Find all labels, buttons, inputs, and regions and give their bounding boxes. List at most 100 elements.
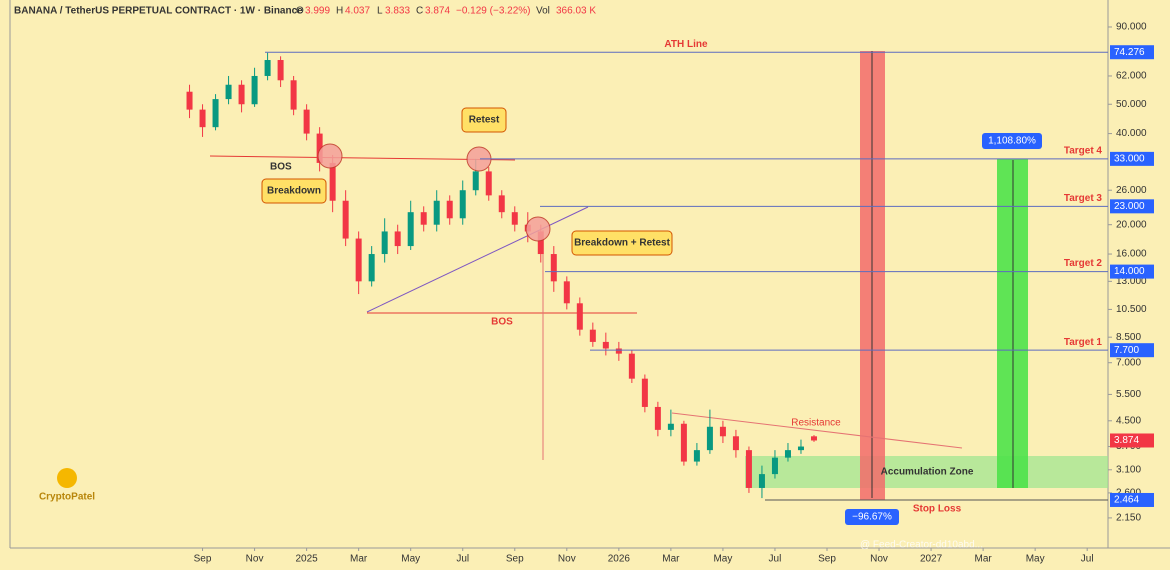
breakdown-label: Breakdown <box>267 186 321 197</box>
candle-body <box>758 474 765 488</box>
h-value: 4.037 <box>345 6 370 17</box>
x-tick-label: Sep <box>506 554 524 565</box>
candle-body <box>602 341 609 349</box>
level-name: Target 1 <box>1064 337 1103 348</box>
vol-value: 366.03 K <box>556 6 596 17</box>
candle-body <box>680 423 687 462</box>
x-tick-label: Mar <box>974 554 992 565</box>
level-value: 23.000 <box>1114 201 1145 212</box>
logo-icon <box>57 468 77 488</box>
bos-label: BOS <box>491 317 513 328</box>
last-price: 3.874 <box>1114 435 1139 446</box>
y-tick-label: 20.000 <box>1116 219 1147 230</box>
y-tick-label: 4.500 <box>1116 415 1141 426</box>
candle-body <box>303 109 310 134</box>
candle-body <box>745 450 752 488</box>
candle-body <box>693 450 700 462</box>
candle-body <box>654 406 661 430</box>
level-name: Target 4 <box>1064 146 1103 157</box>
candle-body <box>329 162 336 201</box>
breakdown-retest-label: Breakdown + Retest <box>574 238 671 249</box>
bos-label: BOS <box>270 162 292 173</box>
candle-body <box>810 436 817 441</box>
x-tick-label: Jul <box>1081 554 1094 565</box>
level-box <box>1110 492 1154 507</box>
zone-label: Accumulation Zone <box>881 467 974 478</box>
candle-body <box>641 378 648 407</box>
x-tick-label: Mar <box>662 554 680 565</box>
y-tick-label: 3.100 <box>1116 464 1141 475</box>
x-tick-label: 2026 <box>608 554 631 565</box>
candle-body <box>355 238 362 282</box>
level-name: Target 2 <box>1064 258 1103 269</box>
candle-body <box>706 426 713 451</box>
logo: CryptoPatel <box>39 492 95 503</box>
y-tick-label: 13.000 <box>1116 276 1147 287</box>
gain-box <box>982 133 1042 149</box>
y-tick-label: 10.500 <box>1116 304 1147 315</box>
candle-body <box>667 423 674 430</box>
level-box <box>1110 343 1154 358</box>
change: −0.129 (−3.22%) <box>456 6 531 17</box>
header: BANANA / TetherUS PERPETUAL CONTRACT · 1… <box>14 6 596 17</box>
candle-body <box>615 348 622 354</box>
candle-body <box>264 60 271 76</box>
level-box <box>1110 151 1154 166</box>
y-tick-label: 7.000 <box>1116 357 1141 368</box>
vol-label: Vol <box>536 6 550 17</box>
candle-body <box>563 281 570 304</box>
symbol: BANANA / TetherUS PERPETUAL CONTRACT · 1… <box>14 6 303 17</box>
candle-body <box>199 109 206 128</box>
resistance-line <box>671 412 963 449</box>
x-tick-label: Nov <box>870 554 888 565</box>
candle-body <box>251 75 258 105</box>
y-tick-label: 26.000 <box>1116 185 1147 196</box>
x-tick-label: Nov <box>246 554 264 565</box>
candle-body <box>628 353 635 379</box>
candle-body <box>446 200 453 219</box>
x-tick-label: Mar <box>350 554 368 565</box>
x-tick-label: May <box>1026 554 1045 565</box>
c-label: C <box>416 6 423 17</box>
candle-body <box>576 303 583 330</box>
y-tick-label: 50.000 <box>1116 99 1147 110</box>
x-tick-label: Sep <box>818 554 836 565</box>
candle-body <box>407 212 414 247</box>
candle-body <box>368 254 375 282</box>
x-tick-label: May <box>401 554 420 565</box>
callout <box>261 178 327 204</box>
level-value: 7.700 <box>1114 345 1139 356</box>
y-tick-label: 90.000 <box>1116 22 1147 33</box>
level-box <box>1110 45 1154 60</box>
candle-body <box>485 171 492 196</box>
candle-body <box>472 171 479 191</box>
candle-body <box>394 231 401 247</box>
y-tick-label: 5.500 <box>1116 389 1141 400</box>
y-tick-label: 8.500 <box>1116 332 1141 343</box>
resistance-label: Resistance <box>791 418 841 429</box>
candle-body <box>225 84 232 100</box>
level-value: 33.000 <box>1114 154 1145 165</box>
bos-line <box>209 155 516 161</box>
level-name: ATH Line <box>664 39 708 50</box>
l-value: 3.833 <box>385 6 410 17</box>
level-name: Target 3 <box>1064 193 1103 204</box>
level-value: 14.000 <box>1114 266 1145 277</box>
c-value: 3.874 <box>425 6 450 17</box>
x-tick-label: 2025 <box>295 554 318 565</box>
h-label: H <box>336 6 343 17</box>
l-label: L <box>377 6 383 17</box>
candle-body <box>316 133 323 163</box>
x-tick-label: Sep <box>194 554 212 565</box>
candles <box>186 52 817 499</box>
accumulation-zone <box>745 456 1108 488</box>
gain-label: 1,108.80% <box>988 136 1036 147</box>
candle-body <box>290 80 297 110</box>
candle-body <box>797 446 804 451</box>
candle-body <box>433 200 440 225</box>
callout <box>461 107 507 133</box>
candle-body <box>511 212 518 225</box>
callout <box>571 230 673 256</box>
trend-line <box>366 206 589 313</box>
